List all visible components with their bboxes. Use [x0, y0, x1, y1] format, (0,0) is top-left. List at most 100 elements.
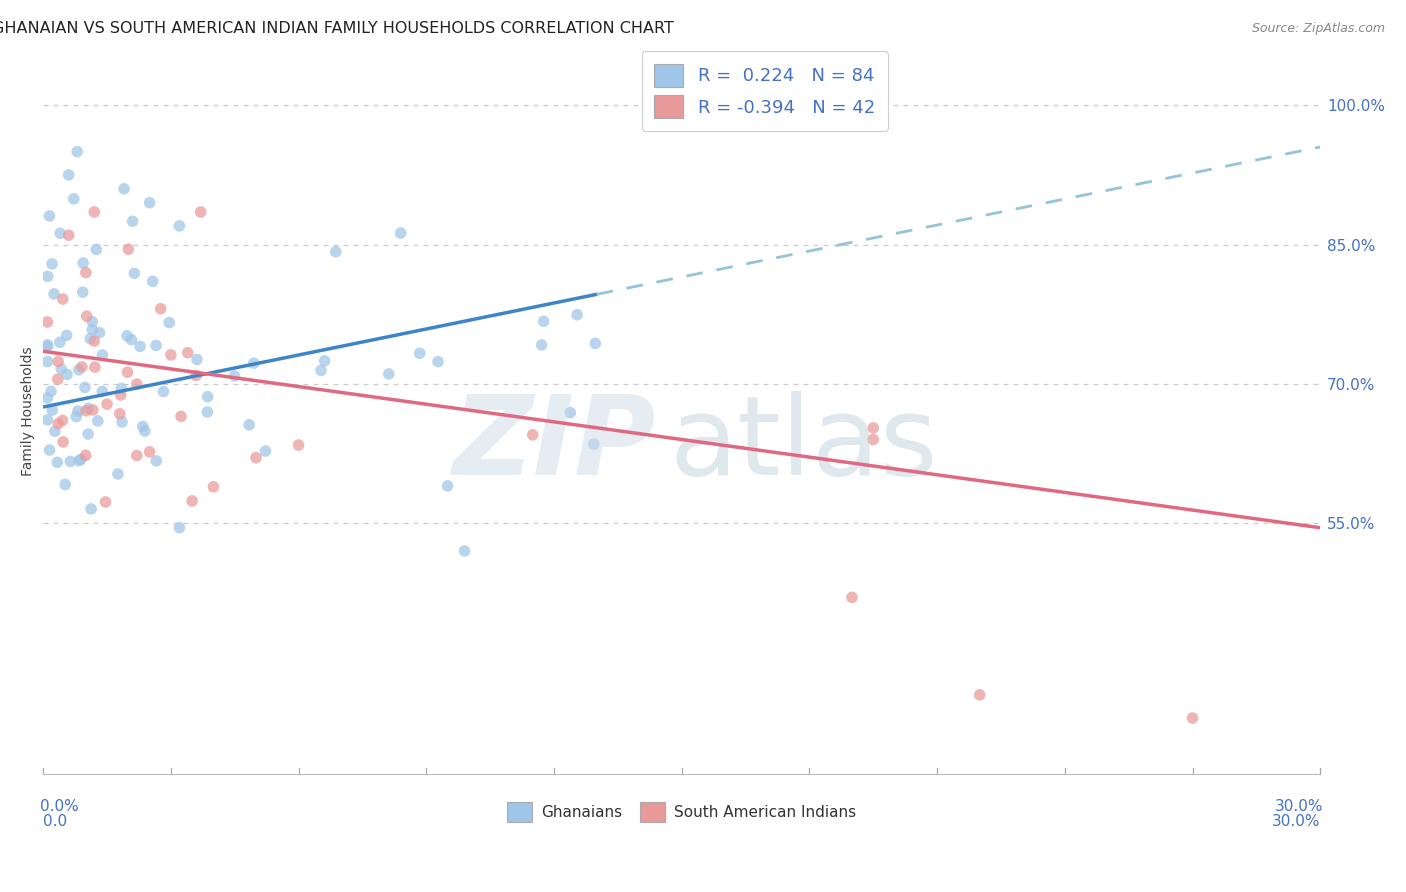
- Point: [1181, 711, 1204, 725]
- Point: [121, 214, 143, 228]
- Point: [377, 367, 399, 381]
- Point: [58, 228, 80, 243]
- Point: [134, 424, 156, 438]
- Point: [287, 438, 309, 452]
- Point: [83, 360, 105, 375]
- Point: [254, 444, 277, 458]
- Legend: Ghanaians, South American Indians: Ghanaians, South American Indians: [501, 796, 862, 828]
- Point: [125, 449, 148, 463]
- Point: [37, 391, 59, 405]
- Point: [160, 348, 183, 362]
- Point: [67, 363, 90, 377]
- Point: [969, 688, 991, 702]
- Point: [453, 544, 475, 558]
- Point: [46, 455, 69, 469]
- Point: [184, 368, 207, 383]
- Point: [142, 274, 165, 288]
- Text: GHANAIAN VS SOUTH AMERICAN INDIAN FAMILY HOUSEHOLDS CORRELATION CHART: GHANAIAN VS SOUTH AMERICAN INDIAN FAMILY…: [0, 21, 673, 36]
- Point: [82, 315, 104, 329]
- Point: [73, 380, 96, 394]
- Text: atlas: atlas: [669, 391, 938, 498]
- Point: [242, 356, 264, 370]
- Point: [238, 417, 260, 432]
- Point: [44, 424, 66, 438]
- Text: 30.0%: 30.0%: [1274, 799, 1323, 814]
- Point: [55, 328, 77, 343]
- Point: [862, 421, 884, 435]
- Point: [152, 384, 174, 399]
- Point: [52, 413, 75, 427]
- Point: [96, 397, 118, 411]
- Point: [195, 405, 218, 419]
- Point: [186, 352, 208, 367]
- Point: [76, 310, 98, 324]
- Point: [560, 406, 582, 420]
- Point: [862, 433, 884, 447]
- Point: [75, 404, 97, 418]
- Point: [110, 388, 132, 402]
- Point: [75, 448, 97, 462]
- Point: [77, 427, 100, 442]
- Point: [79, 332, 101, 346]
- Point: [66, 145, 89, 159]
- Point: [56, 368, 79, 382]
- Point: [70, 452, 93, 467]
- Point: [49, 335, 72, 350]
- Point: [190, 205, 212, 219]
- Point: [75, 266, 97, 280]
- Point: [111, 415, 134, 429]
- Point: [112, 182, 135, 196]
- Point: [436, 479, 458, 493]
- Point: [522, 428, 544, 442]
- Point: [37, 338, 59, 352]
- Point: [83, 334, 105, 348]
- Point: [108, 407, 131, 421]
- Point: [89, 326, 111, 340]
- Point: [52, 292, 75, 306]
- Point: [145, 338, 167, 352]
- Text: ZIP: ZIP: [453, 391, 657, 498]
- Text: 30.0%: 30.0%: [1271, 814, 1320, 829]
- Point: [107, 467, 129, 481]
- Point: [38, 209, 60, 223]
- Point: [83, 205, 105, 219]
- Text: 0.0: 0.0: [44, 814, 67, 829]
- Point: [91, 384, 114, 399]
- Point: [94, 495, 117, 509]
- Point: [132, 419, 155, 434]
- Point: [77, 401, 100, 416]
- Point: [70, 359, 93, 374]
- Point: [245, 450, 267, 465]
- Point: [84, 243, 107, 257]
- Point: [37, 354, 59, 368]
- Point: [67, 453, 90, 467]
- Point: [91, 348, 114, 362]
- Point: [157, 316, 180, 330]
- Point: [42, 286, 65, 301]
- Point: [325, 244, 347, 259]
- Point: [59, 454, 82, 468]
- Point: [533, 314, 555, 328]
- Point: [37, 315, 59, 329]
- Point: [52, 434, 75, 449]
- Point: [82, 323, 104, 337]
- Point: [49, 226, 72, 240]
- Point: [170, 409, 193, 424]
- Text: 0.0%: 0.0%: [41, 799, 79, 814]
- Point: [63, 192, 86, 206]
- Point: [117, 242, 139, 256]
- Point: [202, 480, 225, 494]
- Point: [145, 454, 167, 468]
- Point: [58, 168, 80, 182]
- Point: [427, 354, 450, 368]
- Point: [582, 437, 605, 451]
- Point: [110, 382, 132, 396]
- Point: [38, 443, 60, 458]
- Point: [177, 345, 200, 359]
- Point: [125, 377, 148, 392]
- Point: [39, 384, 62, 399]
- Point: [120, 333, 142, 347]
- Point: [124, 266, 146, 280]
- Point: [115, 329, 138, 343]
- Point: [53, 477, 76, 491]
